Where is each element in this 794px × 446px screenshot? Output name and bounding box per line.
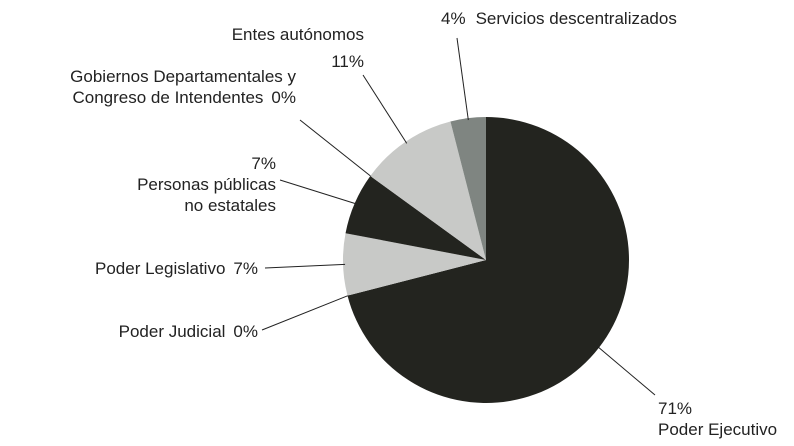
leader-line	[362, 74, 408, 144]
category-name: Poder Legislativo	[95, 259, 226, 278]
slice-label: 4% Servicios descentralizados	[441, 8, 677, 29]
pie-slice	[345, 175, 486, 260]
leader-line	[261, 294, 350, 331]
category-name: Poder Judicial	[118, 322, 226, 341]
pie-slice	[370, 121, 486, 260]
category-name: Poder Ejecutivo	[658, 420, 778, 439]
category-name: Entes autónomos	[231, 25, 364, 44]
slice-label: Gobiernos Departamentales y Congreso de …	[70, 66, 296, 108]
category-name: Personas públicas no estatales	[137, 175, 276, 215]
slice-label: 7% Personas públicas no estatales	[137, 153, 276, 216]
leader-line	[456, 37, 469, 121]
leader-line	[597, 346, 656, 396]
percent-label: 71%	[658, 399, 693, 418]
percent-label: 7%	[251, 154, 276, 173]
slice-label: 71% Poder Ejecutivo	[658, 398, 777, 440]
percent-label: 4%	[441, 9, 466, 28]
percent-label: 0%	[233, 322, 258, 341]
slice-label: Entes autónomos 11%	[232, 24, 364, 72]
percent-label: 7%	[233, 259, 258, 278]
slice-label: Poder Legislativo 7%	[95, 258, 258, 279]
category-name: Gobiernos Departamentales y Congreso de …	[70, 67, 296, 107]
leader-line	[264, 263, 346, 269]
pie-slice	[347, 117, 629, 403]
slice-label: Poder Judicial 0%	[119, 321, 258, 342]
leader-line	[299, 119, 373, 178]
category-name: Servicios descentralizados	[475, 9, 677, 28]
percent-label: 11%	[331, 52, 364, 71]
leader-line	[279, 179, 357, 205]
pie-slice	[450, 117, 486, 260]
pie-slice	[343, 233, 486, 296]
percent-label: 0%	[271, 88, 296, 107]
